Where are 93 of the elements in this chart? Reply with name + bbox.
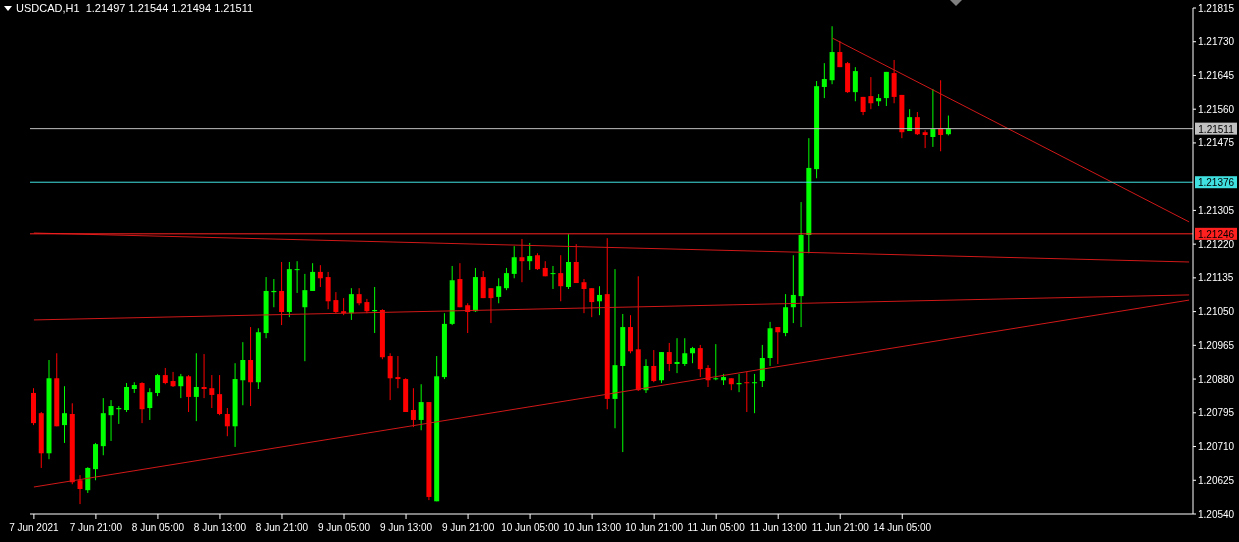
x-tick-label: 11 Jun 05:00 xyxy=(687,522,746,533)
chart-title: USDCAD,H1 1.21497 1.21544 1.21494 1.21511 xyxy=(16,2,254,14)
candlestick xyxy=(248,326,254,407)
candlestick xyxy=(155,373,161,397)
candlestick xyxy=(302,273,308,362)
candlestick xyxy=(511,245,517,279)
candlestick xyxy=(279,261,285,326)
y-tick-label: 1.21135 xyxy=(1198,272,1234,284)
candlestick xyxy=(147,387,153,421)
candlestick xyxy=(356,287,362,306)
candlestick xyxy=(418,383,424,431)
candlestick xyxy=(85,466,91,494)
candlestick xyxy=(186,374,192,413)
x-tick-label: 9 Jun 21:00 xyxy=(441,522,495,533)
ref-line-label: 1.21246 xyxy=(1197,228,1235,240)
y-tick-label: 1.20625 xyxy=(1198,474,1235,486)
candlestick xyxy=(821,62,827,99)
candlestick xyxy=(744,371,750,413)
candlestick xyxy=(77,474,83,505)
x-tick-label: 7 Jun 2021 xyxy=(9,522,60,533)
candlestick xyxy=(193,352,199,422)
candlestick xyxy=(395,355,401,389)
candlestick xyxy=(170,371,176,388)
candlestick xyxy=(752,373,758,414)
candlestick xyxy=(410,387,416,428)
y-tick-label: 1.20965 xyxy=(1198,339,1235,351)
candlestick xyxy=(294,260,300,294)
candlestick xyxy=(496,277,502,304)
candlestick xyxy=(674,337,680,374)
candlestick xyxy=(930,88,936,148)
y-tick-label: 1.21050 xyxy=(1198,306,1235,318)
candlestick xyxy=(317,264,323,288)
x-tick-label: 7 Jun 21:00 xyxy=(69,522,123,533)
candlestick xyxy=(589,287,595,318)
candlestick xyxy=(480,270,486,299)
candlestick xyxy=(914,111,920,136)
candlestick xyxy=(759,344,765,388)
y-tick-label: 1.21220 xyxy=(1198,238,1235,250)
x-tick-label: 9 Jun 13:00 xyxy=(379,522,433,533)
y-tick-label: 1.21815 xyxy=(1198,2,1235,14)
x-tick-label: 14 Jun 05:00 xyxy=(873,522,932,533)
x-tick-label: 11 Jun 21:00 xyxy=(811,522,870,533)
candlestick xyxy=(596,285,602,316)
candlestick xyxy=(333,291,339,314)
ref-line-label: 1.21511 xyxy=(1198,123,1235,135)
candlestick xyxy=(666,342,672,372)
x-tick-label: 8 Jun 13:00 xyxy=(193,522,247,533)
candlestick xyxy=(62,385,68,444)
y-tick-label: 1.20540 xyxy=(1198,508,1235,520)
candlestick xyxy=(503,267,509,291)
y-tick-label: 1.20795 xyxy=(1198,407,1235,419)
candlestick xyxy=(348,287,354,321)
y-tick-label: 1.21560 xyxy=(1198,103,1235,115)
candlestick xyxy=(868,76,874,110)
y-tick-label: 1.20880 xyxy=(1198,373,1235,385)
y-tick-label: 1.21730 xyxy=(1198,36,1235,48)
ref-line-label: 1.21376 xyxy=(1197,177,1235,189)
candlestick xyxy=(922,129,928,149)
x-tick-label: 8 Jun 05:00 xyxy=(131,522,185,533)
candlestick xyxy=(852,66,858,102)
candlestick xyxy=(108,399,114,442)
candlestick xyxy=(178,373,184,399)
candlestick xyxy=(519,238,525,283)
candlestick xyxy=(240,341,246,406)
candlestick xyxy=(201,353,207,399)
y-tick-label: 1.20710 xyxy=(1198,441,1235,453)
y-tick-label: 1.21475 xyxy=(1198,137,1235,149)
candlestick xyxy=(775,326,781,365)
candlestick xyxy=(558,254,564,302)
candlestick xyxy=(651,349,657,383)
candlestick xyxy=(713,343,719,381)
candlestick xyxy=(581,278,587,314)
candlestick xyxy=(891,59,897,104)
x-tick-label: 10 Jun 05:00 xyxy=(501,522,560,533)
y-tick-label: 1.21645 xyxy=(1198,70,1235,82)
candlestick xyxy=(224,407,230,437)
candlestick xyxy=(217,374,223,416)
candlestick xyxy=(310,262,316,292)
x-tick-label: 8 Jun 21:00 xyxy=(255,522,309,533)
x-tick-label: 11 Jun 13:00 xyxy=(749,522,808,533)
x-tick-label: 10 Jun 13:00 xyxy=(563,522,622,533)
candlestick xyxy=(124,382,130,413)
candlestick xyxy=(527,242,533,271)
candlestick xyxy=(488,287,494,324)
candlestick xyxy=(387,352,393,401)
x-tick-label: 9 Jun 05:00 xyxy=(317,522,371,533)
candlestick xyxy=(697,344,703,378)
candlestick xyxy=(682,337,688,367)
candlestick xyxy=(550,265,556,290)
candlestick xyxy=(573,243,579,284)
candlestick xyxy=(209,374,215,409)
y-tick-label: 1.21305 xyxy=(1198,204,1235,216)
x-tick-label: 10 Jun 21:00 xyxy=(625,522,684,533)
